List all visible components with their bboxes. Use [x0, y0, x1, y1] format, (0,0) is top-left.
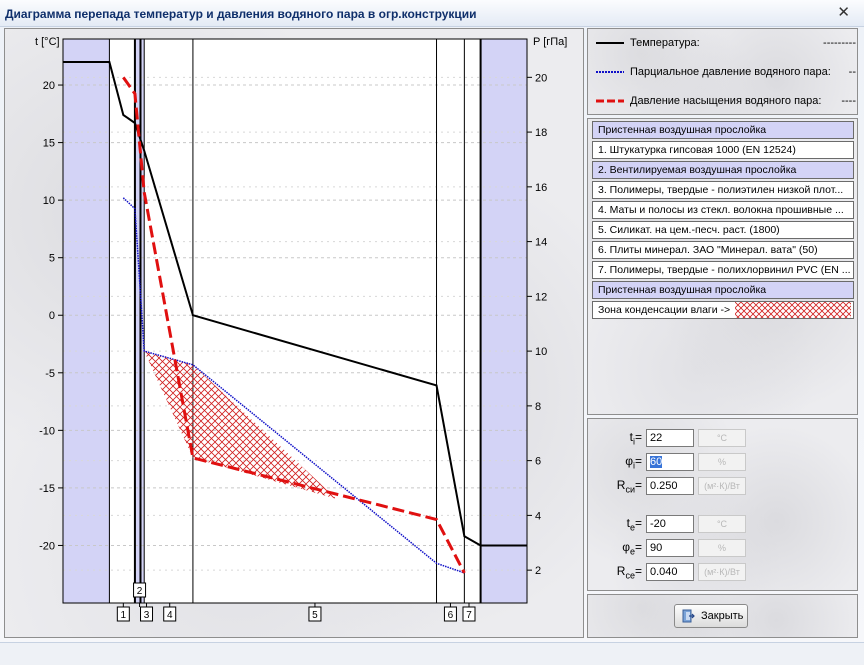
y-tick-label-right-9: 2	[535, 565, 541, 577]
y-tick-label-right-4: 12	[535, 291, 547, 303]
air-layer-1	[63, 39, 110, 603]
legend-label-1: Парциальное давление водяного пара:	[630, 66, 831, 78]
param-label-phii: φi=	[625, 454, 642, 471]
y-axis-right-label: P [гПа]	[533, 36, 567, 48]
legend-row-1: Парциальное давление водяного пара: --	[594, 64, 856, 84]
series-line-2	[122, 76, 466, 574]
y-tick-label-left-2: 10	[43, 195, 55, 207]
param-input-rse[interactable]: 0.040	[646, 563, 694, 581]
legend-swatch-0	[596, 42, 624, 44]
y-tick-label-left-0: 20	[43, 80, 55, 92]
layer-item-7[interactable]: 7. Полимеры, твердые - полихлорвинил PVC…	[592, 261, 854, 279]
param-input-te[interactable]: -20	[646, 515, 694, 533]
legend-label-2: Давление насыщения водяного пара:	[630, 95, 822, 107]
legend-swatch-1	[596, 71, 624, 73]
layer-item-3[interactable]: 3. Полимеры, твердые - полиэтилен низкой…	[592, 181, 854, 199]
layers-panel: Пристенная воздушная прослойка 1. Штукату…	[587, 118, 858, 415]
y-tick-label-right-8: 4	[535, 510, 541, 522]
door-exit-icon	[682, 609, 695, 623]
legend-swatch-2	[596, 99, 624, 103]
params-panel: ti= 22 °C φi= 60% Rси= 0.250 (м²·К)/Вт te= -20 °C φ…	[587, 418, 858, 591]
param-unit-rse: (м²·К)/Вт	[698, 563, 746, 581]
layer-number-5: 5	[312, 610, 318, 621]
y-tick-label-left-1: 15	[43, 138, 55, 150]
condensation-zone	[144, 351, 337, 499]
layer-number-6: 6	[448, 610, 454, 621]
y-tick-label-right-6: 8	[535, 401, 541, 413]
layer-item-1[interactable]: 1. Штукатурка гипсовая 1000 (EN 12524)	[592, 141, 854, 159]
layer-item-5[interactable]: 5. Силикат. на цем.-песч. раст. (1800)	[592, 221, 854, 239]
y-tick-label-right-5: 10	[535, 346, 547, 358]
param-label-rse: Rсе=	[616, 564, 642, 581]
param-input-ti[interactable]: 22	[646, 429, 694, 447]
param-label-rsi: Rси=	[616, 478, 642, 495]
chart-panel: t [°C] P [гПа] 20 15 10 5 0 -5 -10 -15 -20 20 18 16 14…	[4, 28, 584, 638]
layer-item-2[interactable]: 2. Вентилируемая воздушная прослойка	[592, 161, 854, 179]
y-tick-label-left-4: 0	[49, 310, 55, 322]
series-line-1	[122, 197, 465, 574]
param-input-phie[interactable]: 90	[646, 539, 694, 557]
close-button-label: Закрыть	[701, 610, 744, 622]
legend-panel: Температура: --------- Парциальное давлени…	[587, 28, 858, 115]
plot-area	[63, 39, 527, 603]
layer-item-4[interactable]: 4. Маты и полосы из стекл. волокна проши…	[592, 201, 854, 219]
layer-number-1: 1	[121, 610, 127, 621]
layer-number-box-7	[462, 606, 476, 622]
param-input-phii[interactable]: 60	[646, 453, 694, 471]
air-layer-3	[480, 39, 527, 603]
layer-number-box-3	[140, 606, 154, 622]
param-unit-te: °C	[698, 515, 746, 533]
layer-number-box-4	[163, 606, 177, 622]
y-tick-label-right-1: 18	[535, 127, 547, 139]
layer-number-box-6	[443, 606, 457, 622]
y-tick-label-left-3: 5	[49, 253, 55, 265]
param-unit-phii: %	[698, 453, 746, 471]
layer-number-4: 4	[167, 610, 173, 621]
param-input-rsi[interactable]: 0.250	[646, 477, 694, 495]
status-bar	[0, 642, 864, 665]
close-button[interactable]: Закрыть	[674, 604, 748, 628]
y-tick-label-right-2: 16	[535, 182, 547, 194]
title-bar: Диаграмма перепада температур и давления…	[0, 0, 864, 27]
condensation-legend-item: Зона конденсации влаги ->	[592, 301, 854, 319]
legend-row-2: Давление насыщения водяного пара: ----	[594, 93, 856, 113]
layer-number-box-2	[133, 582, 147, 598]
legend-value-1: --	[848, 66, 856, 78]
legend-label-0: Температура:	[630, 37, 700, 49]
layer-item-6[interactable]: 6. Плиты минерал. ЗАО "Минерал. вата" (5…	[592, 241, 854, 259]
param-label-te: te=	[626, 516, 642, 533]
y-tick-label-right-0: 20	[535, 72, 547, 84]
layer-number-7: 7	[466, 610, 472, 621]
layer-number-box-1	[116, 606, 130, 622]
layer-number-3: 3	[144, 610, 150, 621]
close-icon[interactable]: ✕	[837, 4, 850, 21]
y-tick-label-left-7: -15	[39, 483, 55, 495]
chart-svg: t [°C] P [гПа]20151050-5-10-15-2020181614…	[35, 36, 567, 622]
window-title: Диаграмма перепада температур и давления…	[5, 7, 477, 21]
legend-value-0: ---------	[823, 37, 856, 49]
button-panel: Закрыть	[587, 594, 858, 638]
param-unit-phie: %	[698, 539, 746, 557]
layer-item-8[interactable]: Пристенная воздушная прослойка	[592, 281, 854, 299]
y-tick-label-left-5: -5	[45, 368, 55, 380]
y-tick-label-right-7: 6	[535, 456, 541, 468]
plot-frame	[62, 38, 528, 604]
condensation-label: Зона конденсации влаги ->	[598, 304, 731, 316]
param-label-ti: ti=	[629, 430, 642, 447]
legend-value-2: ----	[841, 95, 856, 107]
y-tick-label-right-3: 14	[535, 237, 547, 249]
y-axis-left-label: t [°C]	[35, 36, 60, 48]
layer-item-0[interactable]: Пристенная воздушная прослойка	[592, 121, 854, 139]
param-unit-ti: °C	[698, 429, 746, 447]
y-tick-label-left-8: -20	[39, 540, 55, 552]
layer-number-box-5	[308, 606, 322, 622]
y-tick-label-left-6: -10	[39, 425, 55, 437]
series-line-0	[63, 61, 527, 547]
legend-row-0: Температура: ---------	[594, 35, 856, 55]
condensation-swatch	[735, 302, 851, 318]
param-unit-rsi: (м²·К)/Вт	[698, 477, 746, 495]
layer-number-2: 2	[137, 586, 143, 597]
param-label-phie: φe=	[622, 540, 642, 557]
